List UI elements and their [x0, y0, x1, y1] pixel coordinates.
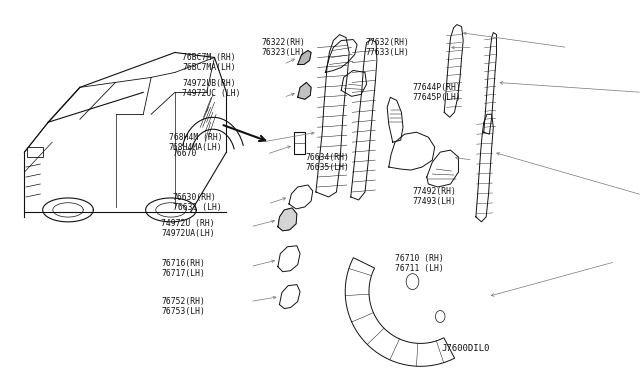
Text: 76323(LH): 76323(LH) [261, 48, 305, 57]
Text: 77493(LH): 77493(LH) [413, 198, 456, 206]
Polygon shape [298, 51, 311, 64]
Text: 77644P(RH): 77644P(RH) [413, 83, 461, 92]
Bar [294, 132, 305, 154]
Text: 76717(LH): 76717(LH) [161, 269, 205, 278]
Text: 76322(RH): 76322(RH) [261, 38, 305, 47]
Text: 768H4M (RH): 768H4M (RH) [168, 133, 222, 142]
Text: 76711 (LH): 76711 (LH) [395, 264, 444, 273]
Text: 74972UC (LH): 74972UC (LH) [182, 89, 241, 98]
Text: 77632(RH): 77632(RH) [365, 38, 409, 47]
Text: 74972U (RH): 74972U (RH) [161, 219, 215, 228]
Bar [27, 147, 43, 157]
Text: 76631 (LH): 76631 (LH) [173, 203, 221, 212]
Text: 76710 (RH): 76710 (RH) [395, 254, 444, 263]
Text: 77492(RH): 77492(RH) [413, 187, 456, 196]
Polygon shape [278, 208, 297, 231]
Text: 76670: 76670 [173, 149, 197, 158]
Text: 76630(RH): 76630(RH) [173, 193, 216, 202]
Text: 76752(RH): 76752(RH) [161, 297, 205, 306]
Text: 76BC7MA(LH): 76BC7MA(LH) [182, 63, 236, 72]
Text: 76753(LH): 76753(LH) [161, 307, 205, 316]
Text: 74972UA(LH): 74972UA(LH) [161, 229, 215, 238]
Text: 76635(LH): 76635(LH) [306, 163, 349, 171]
Text: 76BC7M (RH): 76BC7M (RH) [182, 53, 236, 62]
Text: 76716(RH): 76716(RH) [161, 259, 205, 268]
Text: 74972UB(RH): 74972UB(RH) [182, 79, 236, 88]
Text: 77633(LH): 77633(LH) [365, 48, 409, 57]
Text: 768H4MA(LH): 768H4MA(LH) [168, 142, 222, 152]
Text: J7600DIL0: J7600DIL0 [442, 344, 490, 353]
Text: 76634(RH): 76634(RH) [306, 153, 349, 161]
Polygon shape [298, 82, 311, 99]
Text: 77645P(LH): 77645P(LH) [413, 93, 461, 102]
